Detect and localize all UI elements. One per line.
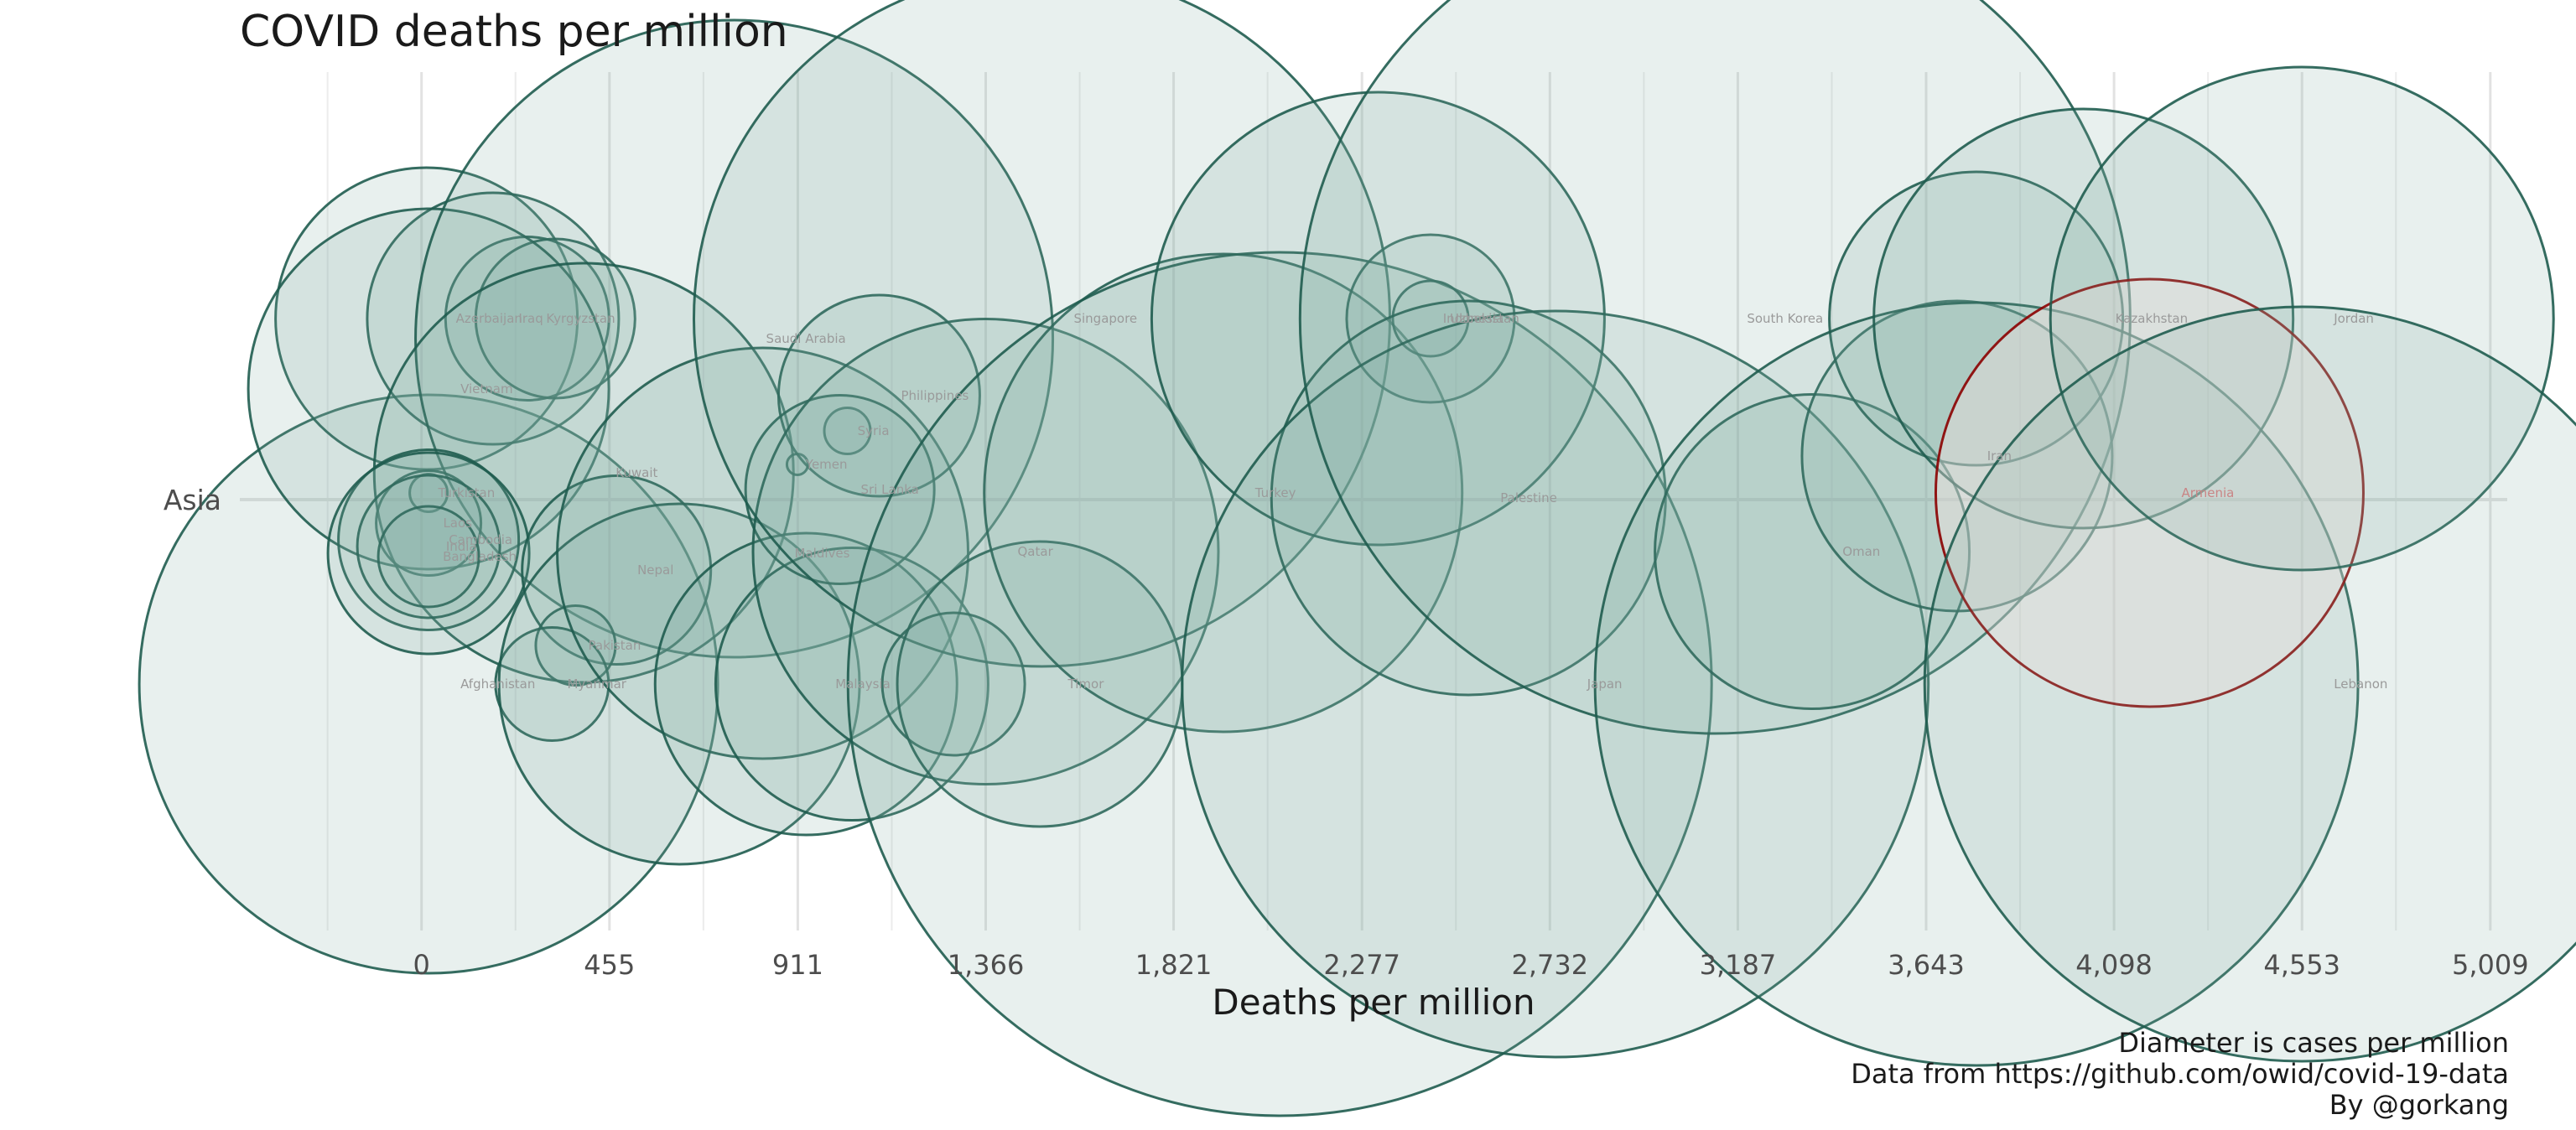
bubble xyxy=(356,474,501,619)
bubble-label: Iraq xyxy=(518,311,543,326)
bubble xyxy=(494,626,610,742)
bubble xyxy=(1923,305,2576,1063)
bubble xyxy=(247,207,610,571)
bubble xyxy=(556,346,970,760)
bubble xyxy=(474,237,636,400)
bubble-label: Jordan xyxy=(2333,311,2374,326)
bubble xyxy=(1391,279,1470,358)
bubble-label: India xyxy=(446,539,477,554)
x-tick-label: 2,277 xyxy=(1323,949,1400,981)
x-tick-label: 1,366 xyxy=(948,949,1025,981)
bubble xyxy=(372,262,795,684)
bubble-label: Iran xyxy=(1987,448,2012,464)
x-tick-label: 4,098 xyxy=(2075,949,2153,981)
bubble xyxy=(744,394,936,585)
y-category-label: Asia xyxy=(164,484,221,516)
bubble-label: Bangladesh xyxy=(443,549,517,564)
caption-line-author: By @gorkang xyxy=(2329,1089,2509,1121)
bubble-label: Cambodia xyxy=(449,532,512,547)
bubble xyxy=(1181,309,1930,1059)
bubble-label: Palestine xyxy=(1500,490,1557,505)
bubble xyxy=(2049,65,2555,572)
bubble-label: Kuwait xyxy=(615,465,657,480)
bubble xyxy=(408,473,449,513)
bubble xyxy=(497,502,861,866)
bubble-label: Turkistan xyxy=(437,485,495,500)
bubble-label: Sri Lanka xyxy=(861,482,919,497)
x-tick-label: 5,009 xyxy=(2452,949,2529,981)
x-axis-label: Deaths per million xyxy=(1212,982,1535,1023)
bubble-label: Pakistan xyxy=(589,638,641,653)
bubble-label: Maldives xyxy=(795,546,850,561)
caption: Diameter is cases per million Data from … xyxy=(1851,1028,2509,1121)
bubble-label: Turkey xyxy=(1254,485,1296,500)
bubble xyxy=(1800,299,2114,613)
bubble xyxy=(1593,301,2360,1067)
bubble-label: Japan xyxy=(1587,676,1623,692)
bubble xyxy=(983,252,1464,733)
bubble xyxy=(1345,233,1516,404)
bubble-label: Timor xyxy=(1067,676,1105,692)
bubble-label: Lebanon xyxy=(2334,676,2387,692)
bubble xyxy=(274,166,579,471)
x-tick-label: 911 xyxy=(772,949,823,981)
bubble-label: Nepal xyxy=(637,562,673,578)
bubble-label: Malaysia xyxy=(835,676,891,692)
bubble-label: Qatar xyxy=(1018,544,1054,559)
bubble-label: South Korea xyxy=(1747,311,1823,326)
x-tick-label: 2,732 xyxy=(1512,949,1589,981)
bubble xyxy=(880,611,1026,757)
bubble-label: Philippines xyxy=(901,388,969,403)
bubble-label: Uzbekistan xyxy=(1450,311,1519,326)
bubble-label: Singapore xyxy=(1073,311,1137,326)
bubble xyxy=(534,604,617,687)
bubble-label: Afghanistan xyxy=(460,676,535,692)
x-tick-label: 455 xyxy=(584,949,635,981)
bubble xyxy=(1872,107,2295,530)
bubble-label: Myanmar xyxy=(567,676,626,692)
bubble-label: Kyrgyzstan xyxy=(546,311,615,326)
bubble xyxy=(776,293,981,498)
bubble xyxy=(366,191,621,446)
x-tick-label: 4,553 xyxy=(2263,949,2340,981)
bubble xyxy=(1828,170,2125,467)
x-tick-label: 3,643 xyxy=(1888,949,1965,981)
bubble-label: Yemen xyxy=(805,457,848,472)
x-tick-label: 1,821 xyxy=(1135,949,1213,981)
bubble xyxy=(337,448,521,631)
caption-line-source: Data from https://github.com/owid/covid-… xyxy=(1851,1058,2509,1090)
bubble xyxy=(377,505,480,609)
bubble-label: Oman xyxy=(1842,544,1880,559)
bubble xyxy=(823,407,872,455)
bubble xyxy=(375,469,483,577)
x-tick-label: 0 xyxy=(413,949,430,981)
bubble-highlight xyxy=(1934,277,2365,708)
chart-title: COVID deaths per million xyxy=(240,7,788,57)
bubble-label: Indonesia xyxy=(1443,311,1504,326)
bubble-label: Armenia xyxy=(2181,485,2234,500)
bubble-label: Saudi Arabia xyxy=(766,331,846,346)
x-tick-label: 3,187 xyxy=(1700,949,1777,981)
bubble-label: Kazakhstan xyxy=(2116,311,2188,326)
bubble-label: Syria xyxy=(858,423,890,438)
bubble-label: Laos xyxy=(443,516,472,531)
bubble xyxy=(714,547,989,822)
bubble xyxy=(1654,393,1971,710)
bubble xyxy=(326,451,531,656)
bubble-label: Vietnam xyxy=(460,381,513,397)
caption-line-size-note: Diameter is cases per million xyxy=(2118,1027,2509,1059)
bubble xyxy=(1150,91,1606,547)
bubble-label: Azerbaijan xyxy=(456,311,522,326)
bubble xyxy=(414,18,1055,659)
bubble xyxy=(846,251,1713,1117)
bubble xyxy=(521,474,713,666)
